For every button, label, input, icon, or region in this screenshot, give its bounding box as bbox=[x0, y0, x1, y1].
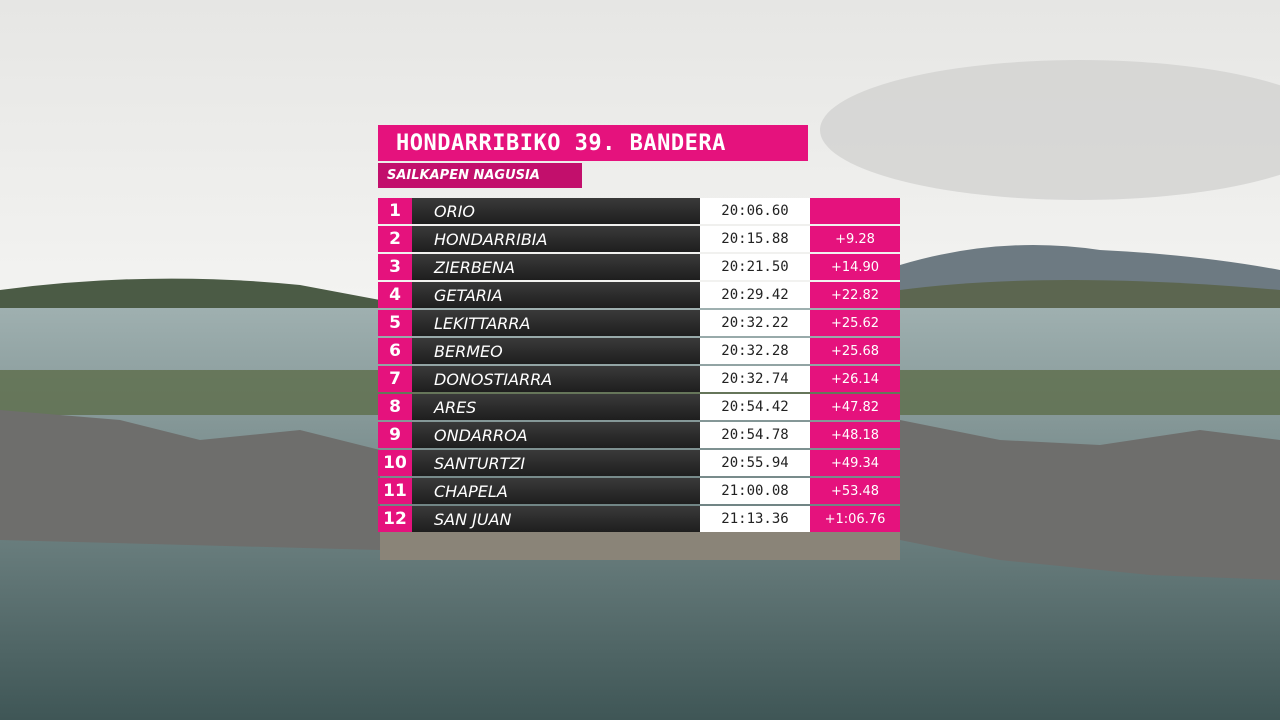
finish-time: 20:32.22 bbox=[700, 310, 810, 336]
position: 6 bbox=[378, 338, 412, 364]
position: 10 bbox=[378, 450, 412, 476]
result-row: 9 ONDARROA 20:54.78 +48.18 bbox=[378, 422, 900, 448]
team-name: SANTURTZI bbox=[412, 450, 700, 476]
position: 8 bbox=[378, 394, 412, 420]
finish-time: 20:54.78 bbox=[700, 422, 810, 448]
result-row: 2 HONDARRIBIA 20:15.88 +9.28 bbox=[378, 226, 900, 252]
time-gap: +53.48 bbox=[810, 478, 900, 504]
team-name: ARES bbox=[412, 394, 700, 420]
time-gap bbox=[810, 198, 900, 224]
time-gap: +26.14 bbox=[810, 366, 900, 392]
position: 7 bbox=[378, 366, 412, 392]
team-name: LEKITTARRA bbox=[412, 310, 700, 336]
finish-time: 21:13.36 bbox=[700, 506, 810, 532]
finish-time: 20:55.94 bbox=[700, 450, 810, 476]
team-name: DONOSTIARRA bbox=[412, 366, 700, 392]
time-gap: +9.28 bbox=[810, 226, 900, 252]
finish-time: 20:06.60 bbox=[700, 198, 810, 224]
finish-time: 20:32.74 bbox=[700, 366, 810, 392]
position: 9 bbox=[378, 422, 412, 448]
finish-time: 20:29.42 bbox=[700, 282, 810, 308]
position: 2 bbox=[378, 226, 412, 252]
result-row: 4 GETARIA 20:29.42 +22.82 bbox=[378, 282, 900, 308]
result-row: 6 BERMEO 20:32.28 +25.68 bbox=[378, 338, 900, 364]
result-row: 1 ORIO 20:06.60 bbox=[378, 198, 900, 224]
team-name: ZIERBENA bbox=[412, 254, 700, 280]
team-name: HONDARRIBIA bbox=[412, 226, 700, 252]
result-row: 7 DONOSTIARRA 20:32.74 +26.14 bbox=[378, 366, 900, 392]
time-gap: +25.62 bbox=[810, 310, 900, 336]
time-gap: +22.82 bbox=[810, 282, 900, 308]
team-name: CHAPELA bbox=[412, 478, 700, 504]
team-name: GETARIA bbox=[412, 282, 700, 308]
position: 5 bbox=[378, 310, 412, 336]
position: 12 bbox=[378, 506, 412, 532]
position: 3 bbox=[378, 254, 412, 280]
time-gap: +49.34 bbox=[810, 450, 900, 476]
result-row: 10 SANTURTZI 20:55.94 +49.34 bbox=[378, 450, 900, 476]
team-name: ORIO bbox=[412, 198, 700, 224]
team-name: SAN JUAN bbox=[412, 506, 700, 532]
result-row: 5 LEKITTARRA 20:32.22 +25.62 bbox=[378, 310, 900, 336]
team-name: ONDARROA bbox=[412, 422, 700, 448]
time-gap: +25.68 bbox=[810, 338, 900, 364]
graphic-title: HONDARRIBIKO 39. BANDERA bbox=[378, 125, 808, 161]
time-gap: +47.82 bbox=[810, 394, 900, 420]
time-gap: +1:06.76 bbox=[810, 506, 900, 532]
position: 4 bbox=[378, 282, 412, 308]
finish-time: 20:15.88 bbox=[700, 226, 810, 252]
result-row: 8 ARES 20:54.42 +47.82 bbox=[378, 394, 900, 420]
team-name: BERMEO bbox=[412, 338, 700, 364]
time-gap: +48.18 bbox=[810, 422, 900, 448]
finish-time: 21:00.08 bbox=[700, 478, 810, 504]
position: 1 bbox=[378, 198, 412, 224]
finish-time: 20:54.42 bbox=[700, 394, 810, 420]
time-gap: +14.90 bbox=[810, 254, 900, 280]
position: 11 bbox=[378, 478, 412, 504]
finish-time: 20:32.28 bbox=[700, 338, 810, 364]
result-row: 3 ZIERBENA 20:21.50 +14.90 bbox=[378, 254, 900, 280]
graphic-subtitle: SAILKAPEN NAGUSIA bbox=[378, 163, 582, 188]
finish-time: 20:21.50 bbox=[700, 254, 810, 280]
result-row: 11 CHAPELA 21:00.08 +53.48 bbox=[378, 478, 900, 504]
result-row: 12 SAN JUAN 21:13.36 +1:06.76 bbox=[378, 506, 900, 532]
